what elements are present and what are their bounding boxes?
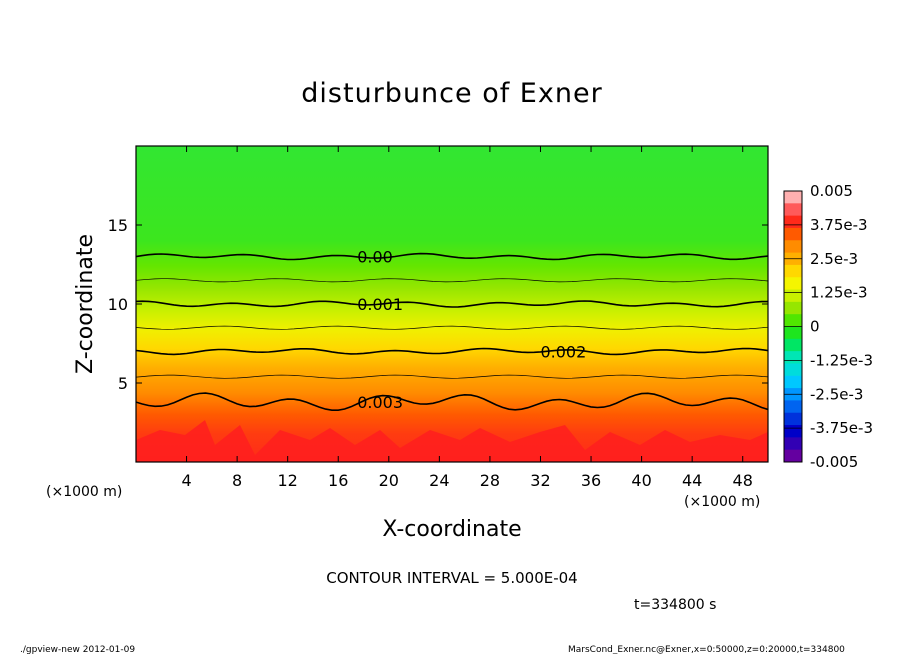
footer-left: ./gpview-new 2012-01-09	[20, 645, 135, 654]
x-tick-label: 24	[429, 471, 449, 490]
colorbar-swatch	[784, 240, 802, 254]
contour-line	[136, 347, 768, 356]
x-tick-label: 16	[328, 471, 348, 490]
contour-label: 0.00	[357, 248, 393, 267]
bottom-red-band	[136, 420, 768, 462]
contour-label: 0.003	[357, 393, 403, 412]
x-tick-label: 12	[278, 471, 298, 490]
contour-line-minor	[136, 374, 768, 379]
x-tick-label: 48	[733, 471, 753, 490]
x-tick-label: 20	[379, 471, 399, 490]
y-tick-label: 5	[118, 374, 128, 393]
y-unit-label: (×1000 m)	[46, 484, 122, 500]
x-tick-label: 44	[682, 471, 702, 490]
colorbar-label: 2.5e-3	[810, 250, 858, 268]
colorbar-swatch	[784, 363, 802, 377]
x-tick-label: 8	[232, 471, 242, 490]
x-tick-label: 28	[480, 471, 500, 490]
x-unit-label: (×1000 m)	[684, 494, 760, 510]
colorbar-swatch	[784, 326, 802, 340]
colorbar-swatch	[784, 437, 802, 451]
colorbar-swatch	[784, 289, 802, 303]
colorbar-label: -0.005	[810, 453, 858, 471]
footer-right: MarsCond_Exner.nc@Exner,x=0:50000,z=0:20…	[568, 645, 845, 654]
contour-lines	[136, 252, 768, 411]
contour-label: 0.001	[357, 295, 403, 314]
colorbar-swatch	[784, 301, 802, 315]
colorbar-label: -1.25e-3	[810, 351, 873, 369]
colorbar-swatch	[784, 449, 802, 463]
x-tick-label: 32	[530, 471, 550, 490]
colorbar-swatch	[784, 351, 802, 364]
colorbar-label: -2.5e-3	[810, 385, 863, 403]
colorbar-label: 0	[810, 318, 820, 336]
colorbar-swatch	[784, 203, 802, 217]
y-axis-label: Z-coordinate	[73, 234, 98, 374]
colorbar: 0.005 3.75e-3 2.5e-3 1.25e-3 0 -1.25e-3 -2.5e-…	[783, 182, 873, 471]
contour-line	[136, 300, 768, 308]
chart-title: disturbunce of Exner	[301, 78, 602, 109]
x-tick-label: 4	[181, 471, 191, 490]
colorbar-swatch	[784, 338, 802, 352]
contour-line	[136, 252, 768, 261]
time-text: t=334800 s	[634, 597, 716, 613]
colorbar-swatch	[784, 400, 802, 414]
colorbar-label: 0.005	[810, 182, 853, 200]
colorbar-swatch	[784, 264, 802, 278]
x-tick-label: 36	[581, 471, 601, 490]
contour-labels: 0.00 0.001 0.002 0.003	[357, 248, 586, 412]
plot-area	[136, 146, 768, 462]
colorbar-swatch	[784, 191, 802, 204]
colorbar-swatch	[784, 277, 802, 291]
colorbar-swatch	[784, 314, 802, 327]
colorbar-swatch	[784, 425, 802, 438]
y-tick-label: 10	[108, 295, 128, 314]
colorbar-swatch	[784, 227, 802, 241]
colorbar-swatch	[784, 215, 802, 229]
contour-line-minor	[136, 325, 768, 330]
contour-interval-text: CONTOUR INTERVAL = 5.000E-04	[326, 569, 577, 587]
y-tick-label: 15	[108, 216, 128, 235]
x-axis-label: X-coordinate	[382, 517, 521, 542]
colorbar-label: 3.75e-3	[810, 216, 868, 234]
colorbar-label: -3.75e-3	[810, 419, 873, 437]
colorbar-swatch	[784, 375, 802, 389]
contour-line	[136, 392, 768, 411]
colorbar-label: 1.25e-3	[810, 284, 868, 302]
colorbar-swatch	[784, 412, 802, 426]
contour-label: 0.002	[540, 342, 586, 361]
contour-line-minor	[136, 278, 768, 283]
x-tick-label: 40	[631, 471, 651, 490]
